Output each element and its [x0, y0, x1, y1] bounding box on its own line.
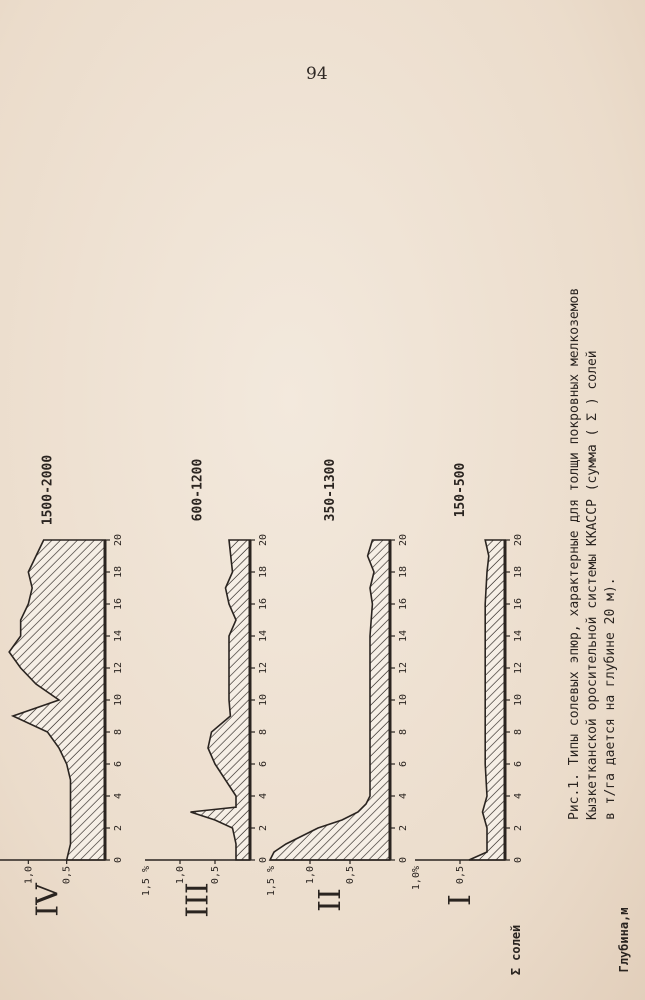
depth-tick-label: 14: [113, 630, 124, 642]
depth-tick-label: 8: [398, 729, 409, 735]
salt-tick-label: 1,0: [23, 866, 34, 884]
caption-line: в т/га дается на глубине 20 м).: [603, 577, 618, 820]
salt-profile-area: [268, 539, 391, 861]
depth-tick-label: 8: [258, 729, 269, 735]
depth-tick-label: 6: [398, 761, 409, 767]
panel-numeral: II: [313, 888, 348, 912]
depth-tick-label: 2: [398, 825, 409, 831]
depth-tick-label: 20: [258, 534, 269, 546]
depth-tick-label: 12: [113, 662, 124, 674]
depth-tick-label: 2: [258, 825, 269, 831]
depth-tick-label: 18: [513, 566, 524, 578]
salt-profile-area: [190, 539, 251, 861]
chart-panel-3: 0 2 4 6 8 10 12 14 16 18 20 0,5 1,0 1,5 % III 600-1200: [141, 459, 269, 918]
salt-tick-label: 0,5: [455, 866, 466, 884]
salt-axis-end-label: 1,0%: [411, 866, 422, 890]
panel-range-label: 1500-2000: [41, 455, 56, 526]
depth-tick-label: 18: [398, 566, 409, 578]
x-axis-title: Σ солей: [509, 925, 523, 976]
y-axis-title: Глубина,м: [617, 907, 631, 972]
figure-caption: Рис.1. Типы солевых эпюр, характерные дл…: [567, 288, 618, 820]
depth-tick-label: 0: [398, 857, 409, 863]
panel-range-label: 150-500: [453, 462, 468, 517]
depth-tick-label: 0: [258, 857, 269, 863]
depth-tick-label: 4: [258, 793, 269, 799]
panel-numeral: IV: [31, 882, 66, 917]
panel-numeral: III: [181, 882, 216, 918]
caption-line: Кызкетканской оросительной системы ККАСС…: [585, 350, 600, 820]
depth-tick-label: 16: [113, 598, 124, 610]
caption-line: Рис.1. Типы солевых эпюр, характерные дл…: [567, 288, 582, 820]
depth-tick-label: 14: [258, 630, 269, 642]
chart-panels: 024681012141618200,51,0%I150-50002468101…: [0, 455, 524, 918]
salt-profile-area: [468, 539, 506, 861]
depth-tick-label: 6: [258, 761, 269, 767]
depth-tick-label: 20: [398, 534, 409, 546]
depth-tick-label: 10: [513, 694, 524, 706]
depth-tick-label: 12: [258, 662, 269, 674]
salt-tick-label: 0,5: [210, 866, 221, 884]
depth-tick-label: 8: [513, 729, 524, 735]
depth-tick-label: 2: [513, 825, 524, 831]
depth-tick-label: 18: [258, 566, 269, 578]
depth-tick-label: 16: [258, 598, 269, 610]
panel-range-label: 350-1300: [323, 459, 338, 522]
salt-tick-label: 1,0: [175, 866, 186, 884]
depth-tick-label: 12: [398, 662, 409, 674]
depth-tick-label: 16: [398, 598, 409, 610]
depth-tick-label: 4: [513, 793, 524, 799]
depth-tick-label: 2: [113, 825, 124, 831]
page-number: 94: [306, 64, 328, 84]
chart-panel-1: 0 2 4 6 8 10 12 14 16 18 20 0,5 1,0% I 150-500: [411, 462, 524, 905]
depth-tick-label: 14: [513, 630, 524, 642]
depth-tick-label: 20: [513, 534, 524, 546]
depth-tick-label: 0: [113, 857, 124, 863]
depth-tick-label: 14: [398, 630, 409, 642]
depth-tick-label: 10: [258, 694, 269, 706]
salt-tick-label: 0,5: [345, 866, 356, 884]
salt-axis-end-label: 1,5 %: [266, 866, 277, 896]
salt-axis-end-label: 1,5 %: [141, 866, 152, 896]
panel-range-label: 600-1200: [191, 459, 206, 522]
depth-tick-label: 4: [113, 793, 124, 799]
depth-tick-label: 4: [398, 793, 409, 799]
depth-tick-label: 16: [513, 598, 524, 610]
salt-profile-area: [8, 539, 106, 861]
salt-tick-label: 0,5: [62, 866, 73, 884]
depth-tick-label: 10: [113, 694, 124, 706]
depth-tick-label: 8: [113, 729, 124, 735]
depth-tick-label: 6: [513, 761, 524, 767]
depth-tick-label: 10: [398, 694, 409, 706]
depth-tick-label: 12: [513, 662, 524, 674]
depth-tick-label: 6: [113, 761, 124, 767]
salt-tick-label: 1,0: [305, 866, 316, 884]
depth-tick-label: 20: [113, 534, 124, 546]
chart-panel-2: 0 2 4 6 8 10 12 14 16 18 20 0,5 1,0 1,5 % II 350-1300: [266, 459, 409, 912]
depth-tick-label: 0: [513, 857, 524, 863]
depth-tick-label: 18: [113, 566, 124, 578]
panel-numeral: I: [443, 894, 478, 906]
